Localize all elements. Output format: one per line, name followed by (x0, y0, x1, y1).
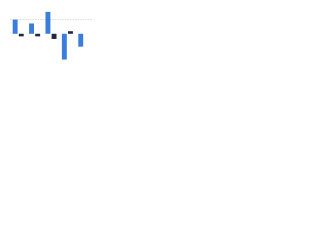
bar (29, 23, 34, 34)
chart (0, 0, 100, 71)
bar (51, 33, 57, 39)
bar (45, 11, 51, 34)
bar (12, 19, 18, 34)
bar (78, 33, 84, 47)
bar (35, 33, 41, 37)
bar (18, 33, 24, 37)
page: (() => { const data = JSON.parse(documen… (0, 0, 320, 71)
bar (61, 33, 67, 60)
background (0, 0, 100, 71)
bar (68, 31, 73, 34)
